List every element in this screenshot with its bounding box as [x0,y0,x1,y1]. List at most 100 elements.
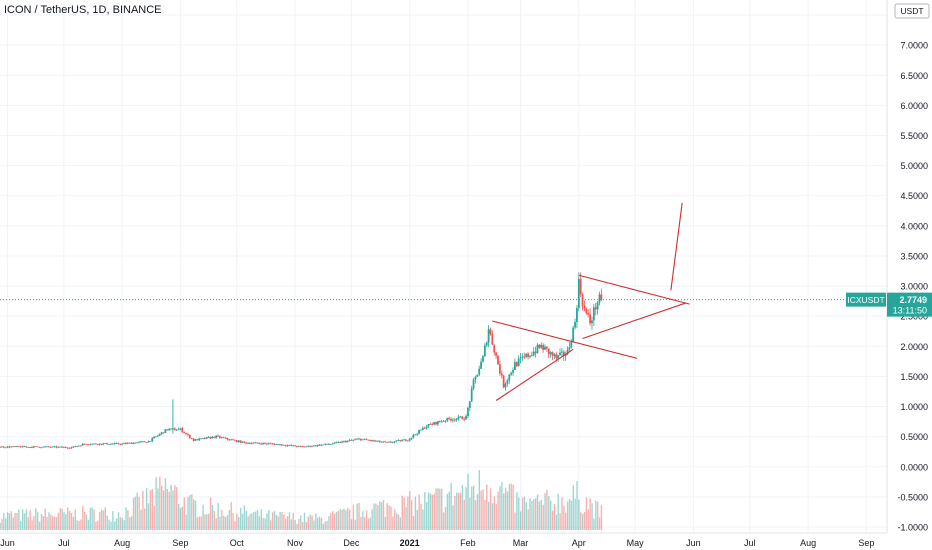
candle-body [350,440,353,441]
volume-bar [390,506,392,530]
volume-bar [129,517,131,530]
y-tick-label: 2.5000 [900,312,928,322]
candle-body [68,448,71,449]
volume-bar [35,508,37,530]
volume-bar [266,513,268,530]
x-tick-label: 2021 [400,538,420,548]
x-tick-label: Sep [172,538,188,548]
candle-body [156,435,159,437]
volume-bar [21,509,24,530]
volume-bar [251,513,253,530]
volume-bar [335,511,338,530]
x-tick-label: Mar [513,538,529,548]
volume-bar [425,502,428,530]
candle-body [66,447,69,449]
candle-body [397,440,400,441]
volume-bar [3,512,5,530]
candle-body [329,444,332,445]
volume-bar [102,510,105,530]
candle-body [125,443,127,444]
volume-bar [578,499,580,530]
candle-body [53,446,56,448]
candle-body [418,430,420,434]
candle-body [406,440,409,442]
volume-bar [514,512,516,530]
candle-body [243,441,246,443]
volume-bar [531,501,533,530]
candle-body [98,443,101,445]
volume-bar [478,470,481,530]
volume-bar [286,516,289,530]
candle-body [382,441,385,443]
candle-body [467,408,469,417]
candle-body [34,446,37,448]
y-tick-label: 1.0000 [900,402,928,412]
volume-bar [448,491,450,530]
volume-bar [290,519,293,530]
volume-bar [420,503,422,530]
candle-body [149,441,152,442]
candle-body [457,416,460,419]
candle-body [523,356,526,358]
volume-bar [5,518,7,530]
volume-bar [181,506,184,530]
volume-bar [472,485,475,530]
volume-bar [388,505,390,530]
volume-bar [260,509,263,530]
x-tick-label: Nov [287,538,304,548]
candle-body [267,443,270,445]
candle-body [217,435,219,437]
volume-bar [516,492,518,530]
volume-bar [194,500,197,530]
candle-body [549,352,552,355]
volume-bar [198,516,200,530]
candle-body [190,438,193,439]
candle-body [436,421,439,425]
candle-body [273,443,276,445]
candle-body [562,351,565,356]
volume-bar [138,496,140,530]
candle-body [482,356,484,362]
candle-body [4,447,7,449]
candle-body [354,439,357,441]
candle-body [403,439,405,441]
candle-body [442,420,445,422]
candle-body [113,443,116,444]
candle-body [378,440,381,442]
volume-bar [207,513,210,530]
candle-body [551,352,554,356]
volume-bar [200,516,202,530]
volume-bar [177,503,180,530]
volume-bar [68,510,71,530]
candle-body [143,441,146,443]
candle-body [2,446,5,448]
volume-bar [371,509,373,530]
candle-body [286,445,289,447]
candle-body [532,351,535,356]
candle-body [572,327,575,342]
candle-body [275,444,278,445]
candle-body [459,416,462,418]
candle-body [162,432,165,434]
candle-body [83,443,86,445]
candle-body [337,442,340,443]
volume-bar [95,521,97,530]
volume-bar [343,508,345,530]
candle-body [145,442,148,443]
candle-body [470,388,473,402]
volume-bar [322,523,325,530]
candle-body [128,442,131,444]
volume-bar [394,509,396,530]
candle-body [222,437,225,439]
volume-bar [204,514,206,530]
x-tick-label: Jun [686,538,701,548]
volume-bar [283,514,285,530]
volume-bar [0,523,1,530]
volume-bar [495,503,497,530]
volume-bar [149,489,152,530]
volume-bar [316,517,319,530]
candle-body [6,446,9,448]
volume-bar [405,506,407,530]
price-tag-label: 2.7749 [899,295,927,305]
volume-bar [401,495,403,530]
